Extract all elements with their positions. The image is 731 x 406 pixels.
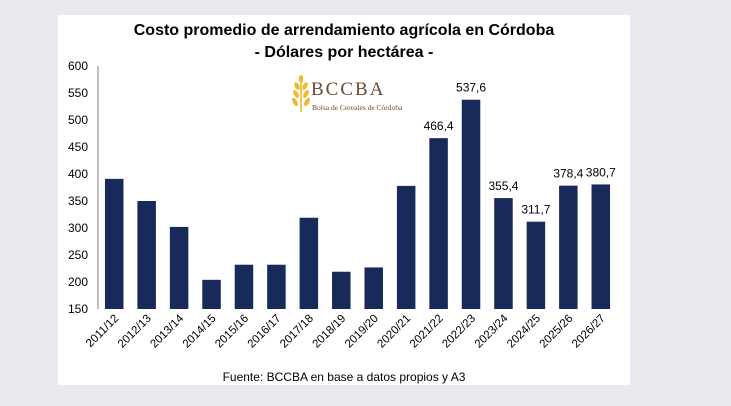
bar — [559, 185, 578, 309]
x-tick-label: 2013/14 — [148, 312, 186, 350]
logo-tagline: Bolsa de Cereales de Córdoba — [312, 103, 403, 112]
y-tick-label: 250 — [68, 248, 88, 262]
y-tick-label: 600 — [68, 59, 88, 73]
x-tick-label: 2022/23 — [440, 313, 478, 351]
x-tick-label: 2020/21 — [375, 313, 413, 351]
bar — [461, 99, 481, 309]
data-label: 537,6 — [456, 81, 486, 95]
logo-name: BCCBA — [311, 79, 385, 100]
x-tick-label: 2015/16 — [213, 313, 251, 351]
bar — [299, 217, 319, 309]
y-tick-label: 550 — [68, 86, 88, 100]
x-tick-label: 2018/19 — [311, 313, 349, 351]
x-tick-label: 2016/17 — [246, 313, 284, 351]
x-axis: 2011/122012/132013/142014/152015/162016/… — [84, 312, 608, 350]
bar — [332, 271, 351, 309]
x-tick-label: 2012/13 — [116, 313, 154, 351]
bar — [267, 264, 286, 309]
bar — [429, 138, 448, 309]
bar — [591, 184, 611, 309]
x-tick-label: 2014/15 — [181, 313, 219, 351]
data-label: 380,7 — [586, 165, 616, 179]
x-tick-label: 2023/24 — [473, 312, 511, 350]
bar — [234, 264, 254, 309]
bar — [396, 185, 416, 309]
x-tick-label: 2019/20 — [343, 313, 381, 351]
bar — [104, 178, 124, 309]
chart-title: Costo promedio de arrendamiento agrícola… — [133, 22, 555, 39]
bar — [494, 198, 513, 309]
data-label: 311,7 — [521, 203, 550, 217]
y-tick-label: 450 — [68, 140, 88, 154]
y-tick-label: 200 — [68, 275, 88, 289]
bar — [202, 279, 221, 309]
data-label: 378,4 — [553, 167, 583, 181]
bar — [137, 201, 156, 309]
y-axis: 150 200 250 300 350 400 450 500 550 600 — [68, 59, 99, 316]
bar — [526, 221, 546, 309]
data-label: 466,4 — [424, 119, 454, 133]
bccba-logo: BCCBA Bolsa de Cereales de Córdoba — [292, 75, 403, 112]
y-tick-label: 350 — [68, 194, 88, 208]
data-label: 355,4 — [488, 179, 518, 193]
bars — [104, 99, 611, 309]
x-tick-label: 2021/22 — [408, 313, 446, 351]
chart-subtitle: - Dólares por hectárea - — [254, 44, 434, 61]
x-tick-label: 2017/18 — [278, 313, 316, 351]
source-note: Fuente: BCCBA en base a datos propios y … — [222, 370, 466, 384]
x-tick-label: 2025/26 — [538, 313, 576, 351]
y-tick-label: 300 — [68, 221, 88, 235]
y-tick-label: 500 — [68, 113, 88, 127]
bar — [169, 226, 189, 309]
x-tick-label: 2026/27 — [570, 313, 608, 351]
y-tick-label: 150 — [68, 302, 88, 316]
x-tick-label: 2024/25 — [505, 313, 543, 351]
x-tick-label: 2011/12 — [84, 313, 121, 350]
wheat-icon — [292, 75, 310, 112]
chart-card — [58, 15, 630, 385]
bar — [364, 267, 383, 309]
y-tick-label: 400 — [68, 167, 88, 181]
